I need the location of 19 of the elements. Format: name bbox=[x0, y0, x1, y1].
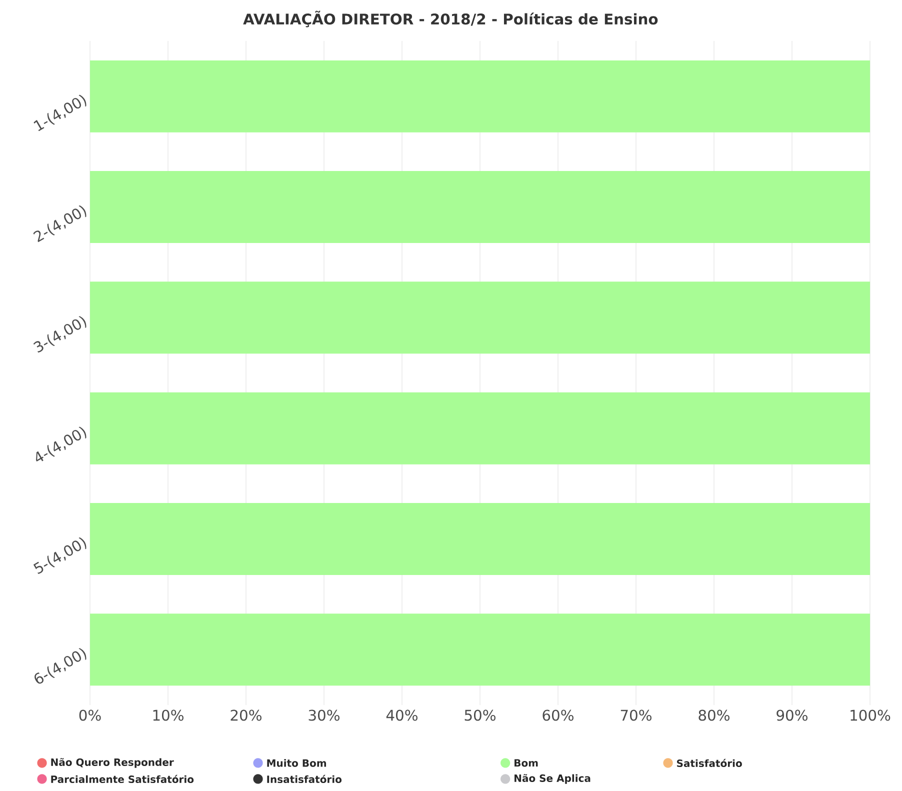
x-tick-label: 50% bbox=[464, 710, 496, 721]
legend-label: Insatisfatório bbox=[267, 774, 342, 784]
x-tick-label: 60% bbox=[542, 710, 574, 721]
legend-label: Satisfatório bbox=[676, 758, 742, 768]
legend-label: Bom bbox=[514, 759, 538, 767]
legend-label: Não Quero Responder bbox=[51, 758, 174, 768]
x-tick-label: 90% bbox=[776, 710, 808, 721]
legend-label: Muito Bom bbox=[267, 759, 326, 767]
x-tick-label: 20% bbox=[230, 710, 262, 721]
x-tick-label: 80% bbox=[698, 710, 730, 721]
legend-label: Não Se Aplica bbox=[514, 774, 590, 784]
legend-label: Parcialmente Satisfatório bbox=[51, 774, 194, 784]
x-tick-label: 70% bbox=[620, 710, 652, 721]
chart-title: AVALIAÇÃO DIRETOR - 2018/2 - Políticas de Ensino bbox=[243, 10, 658, 28]
x-tick-label: 10% bbox=[153, 710, 184, 721]
x-tick-label: 0% bbox=[79, 710, 101, 721]
x-tick-label: 30% bbox=[308, 710, 340, 721]
x-tick-label: 40% bbox=[386, 710, 418, 721]
x-tick-label: 100% bbox=[850, 710, 890, 721]
